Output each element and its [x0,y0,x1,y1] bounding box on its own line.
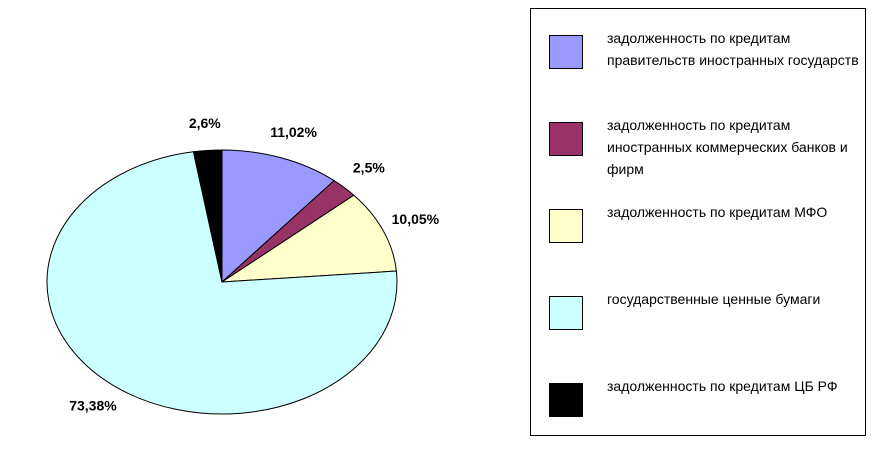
data-label: 73,38% [69,398,117,414]
legend: задолженность по кредитам правительств и… [530,8,866,436]
legend-swatch [549,122,583,156]
legend-label: задолженность по кредитам иностранных ко… [607,117,848,177]
legend-swatch [549,383,583,417]
legend-label: задолженность по кредитам правительств и… [607,30,859,68]
legend-label: задолженность по кредитам ЦБ РФ [607,378,838,394]
legend-swatch [549,296,583,330]
chart: 11,02% 2,5% 10,05% 73,38% 2,6% [46,115,440,415]
legend-label: государственные ценные бумаги [607,291,821,307]
data-label: 2,5% [353,159,385,175]
data-label: 11,02% [270,124,317,140]
pie-slice [221,149,335,284]
pie-slice [192,149,223,283]
legend-label: задолженность по кредитам МФО [607,204,828,220]
data-label: 10,05% [392,211,440,227]
data-label: 2,6% [189,115,221,131]
legend-item: задолженность по кредитам правительств и… [549,27,859,83]
legend-swatch [549,209,583,243]
legend-item: государственные ценные бумаги [549,288,859,344]
legend-item: задолженность по кредитам МФО [549,201,859,257]
legend-item: задолженность по кредитам ЦБ РФ [549,375,859,431]
pie-slice [220,194,397,283]
legend-item: задолженность по кредитам иностранных ко… [549,114,859,177]
legend-swatch [549,35,583,69]
pie-slice [46,151,398,415]
